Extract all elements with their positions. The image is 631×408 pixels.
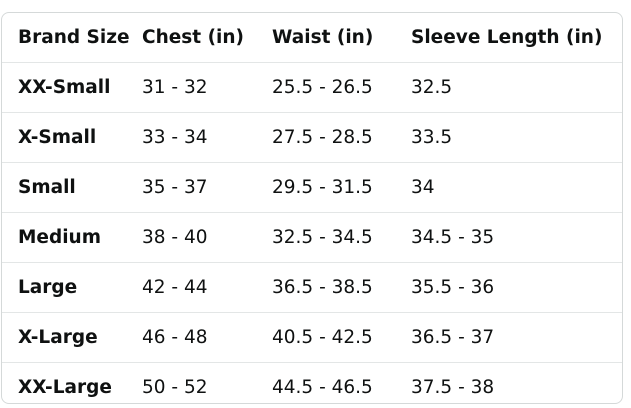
table-body: XX-Small 31 - 32 25.5 - 26.5 32.5 X-Small 33 … [2, 62, 622, 404]
table-row: Large 42 - 44 36.5 - 38.5 35.5 - 36 [2, 262, 622, 313]
table-cell: 31 - 32 [142, 62, 272, 113]
table-cell: 40.5 - 42.5 [272, 312, 411, 363]
table-cell: 34 [411, 162, 622, 213]
table-cell: 35 - 37 [142, 162, 272, 213]
table-row: X-Large 46 - 48 40.5 - 42.5 36.5 - 37 [2, 312, 622, 363]
size-table: Brand Size Chest (in) Waist (in) Sleeve Len… [2, 13, 622, 404]
table-cell: 36.5 - 38.5 [272, 262, 411, 313]
table-cell: 25.5 - 26.5 [272, 62, 411, 113]
table-cell: X-Small [2, 112, 142, 163]
table-row: XX-Small 31 - 32 25.5 - 26.5 32.5 [2, 62, 622, 113]
table-cell: X-Large [2, 312, 142, 363]
table-cell: 32.5 [411, 62, 622, 113]
table-cell: 38 - 40 [142, 212, 272, 263]
header-cell: Chest (in) [142, 13, 272, 63]
table-row: Small 35 - 37 29.5 - 31.5 34 [2, 162, 622, 213]
table-row: XX-Large 50 - 52 44.5 - 46.5 37.5 - 38 [2, 363, 622, 404]
table-cell: 46 - 48 [142, 312, 272, 363]
table-cell: XX-Large [18, 377, 112, 398]
table-cell: 32.5 - 34.5 [272, 212, 411, 263]
table-cell: Large [2, 262, 142, 313]
table-row: Medium 38 - 40 32.5 - 34.5 34.5 - 35 [2, 212, 622, 263]
table-cell: 33.5 [411, 112, 622, 163]
table-cell: 27.5 - 28.5 [272, 112, 411, 163]
table-cell: 50 - 52 [142, 377, 208, 398]
table-cell: 44.5 - 46.5 [272, 377, 373, 398]
table-cell: 33 - 34 [142, 112, 272, 163]
table-cell: 35.5 - 36 [411, 262, 622, 313]
table-cell: XX-Small [2, 62, 142, 113]
header-cell: Brand Size [2, 13, 142, 63]
header-cell: Sleeve Length (in) [411, 13, 622, 63]
header-cell: Waist (in) [272, 13, 411, 63]
table-cell: 42 - 44 [142, 262, 272, 313]
table-cell: Medium [2, 212, 142, 263]
table-cell: 37.5 - 38 [411, 377, 495, 398]
header-row: Brand Size Chest (in) Waist (in) Sleeve Len… [2, 13, 622, 63]
table-cell: 29.5 - 31.5 [272, 162, 411, 213]
table-cell: Small [2, 162, 142, 213]
table-row: X-Small 33 - 34 27.5 - 28.5 33.5 [2, 112, 622, 163]
table-cell: 34.5 - 35 [411, 212, 622, 263]
size-table-card: Brand Size Chest (in) Waist (in) Sleeve Len… [1, 12, 623, 404]
table-cell: 36.5 - 37 [411, 312, 622, 363]
